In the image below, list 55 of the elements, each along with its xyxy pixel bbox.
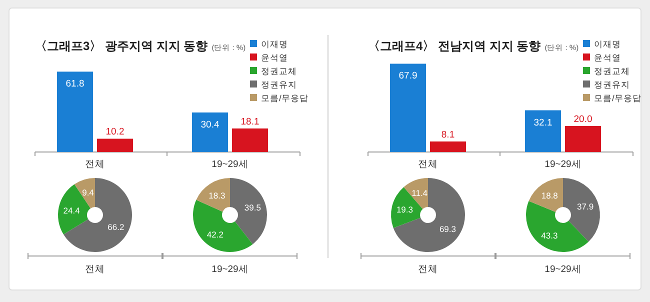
text: 전체: [418, 264, 438, 275]
data-label: 24.4: [63, 205, 80, 216]
bar: [390, 64, 426, 152]
data-label: 9.4: [82, 188, 94, 198]
donut-slice: [64, 178, 132, 252]
bar: [525, 110, 561, 152]
donut-slice: [196, 178, 230, 212]
bar: [232, 128, 268, 152]
data-label: 30.4: [200, 119, 220, 130]
x-tick-label: 19~29세: [544, 159, 582, 170]
data-label: 67.9: [398, 70, 418, 82]
data-label: 43.3: [541, 230, 558, 240]
data-label: 8.1: [441, 129, 455, 140]
legend-label: 정권유지: [594, 80, 630, 90]
legend-label: 이재명: [594, 39, 621, 49]
data-label: 19.3: [396, 204, 414, 215]
data-label: 32.1: [534, 117, 552, 128]
data-label: 18.3: [208, 190, 226, 200]
text: 19~29세: [212, 264, 248, 275]
data-label: 20.0: [574, 114, 592, 125]
data-label: 18.8: [541, 190, 558, 201]
bar: [192, 112, 228, 152]
x-tick-label: 19~29세: [212, 159, 248, 170]
donut-slice: [230, 178, 267, 244]
legend-label: 정권교체: [594, 66, 630, 76]
legend-label: 윤석열: [594, 52, 621, 62]
data-label: 69.3: [439, 224, 456, 234]
text: 전체: [85, 264, 105, 275]
bar: [57, 72, 93, 152]
data-label: 11.4: [412, 188, 428, 198]
bar: [430, 141, 466, 152]
data-label: 42.2: [206, 229, 224, 240]
data-label: 10.2: [106, 126, 124, 138]
bar: [97, 138, 133, 152]
donut-slice: [393, 178, 465, 252]
data-label: 39.5: [244, 202, 262, 213]
legend-label: 모름/무응답: [261, 93, 308, 103]
legend-label: 윤석열: [261, 52, 288, 62]
data-label: 37.9: [577, 202, 594, 212]
x-tick-label: 전체: [418, 159, 438, 170]
legend-label: 정권교체: [261, 66, 297, 76]
data-label: 61.8: [66, 78, 84, 90]
data-label: 66.2: [108, 222, 124, 232]
donut-slice: [528, 178, 563, 212]
text: 19~29세: [544, 264, 582, 275]
legend-label: 이재명: [261, 39, 288, 49]
donut-slice: [563, 178, 600, 242]
legend-label: 정권유지: [261, 80, 297, 90]
bar: [565, 126, 601, 152]
chart-title: 〈그래프3〉 광주지역 지지 동향: [35, 39, 208, 53]
chart-title: 〈그래프4〉 전남지역 지지 동향: [368, 39, 541, 53]
legend-label: 모름/무응답: [594, 93, 642, 103]
donut-slice: [74, 178, 95, 208]
data-label: 18.1: [240, 116, 260, 128]
x-tick-label: 전체: [85, 159, 105, 170]
